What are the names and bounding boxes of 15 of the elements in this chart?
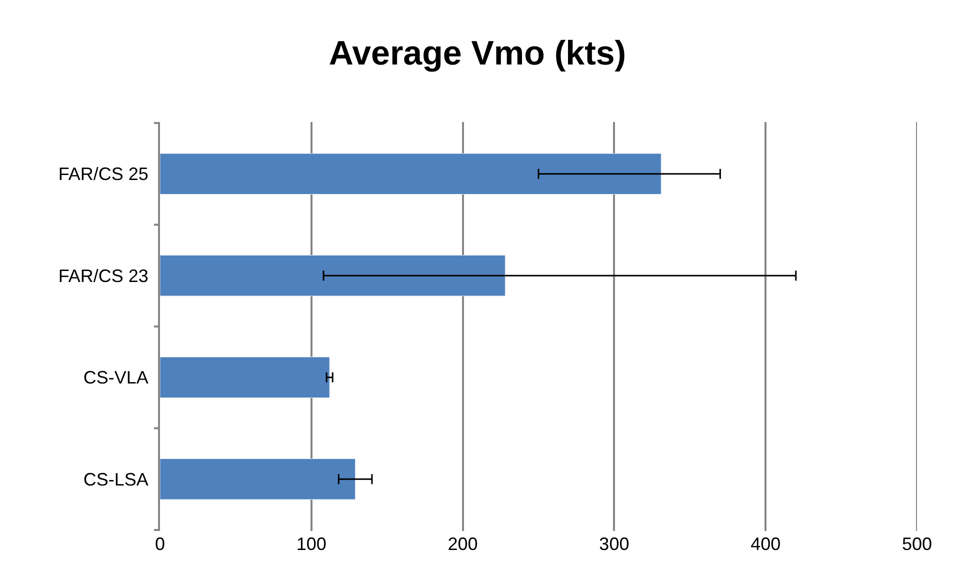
bar xyxy=(160,458,356,500)
x-tick-label: 200 xyxy=(448,534,478,554)
x-tick-label: 100 xyxy=(296,534,326,554)
bar xyxy=(160,356,330,398)
x-tick-label: 500 xyxy=(902,534,932,554)
bar xyxy=(160,153,662,194)
x-tick-label: 400 xyxy=(750,534,781,554)
x-tick-label: 300 xyxy=(599,534,630,554)
x-tick-label: 0 xyxy=(154,534,166,554)
y-tick-label: FAR/CS 23 xyxy=(58,266,148,286)
y-tick-label: FAR/CS 25 xyxy=(58,164,148,184)
chart-title: Average Vmo (kts) xyxy=(328,34,626,72)
bar xyxy=(160,255,506,296)
y-tick-label: CS-LSA xyxy=(83,469,148,490)
y-tick-label: CS-VLA xyxy=(83,368,148,388)
